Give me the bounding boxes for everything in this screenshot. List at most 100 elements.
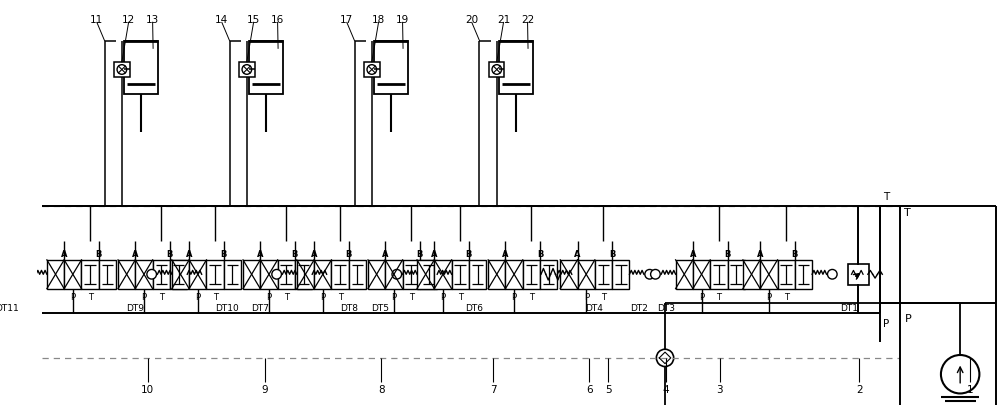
- Bar: [693, 260, 710, 289]
- Circle shape: [573, 270, 582, 279]
- Bar: [124, 42, 158, 94]
- Bar: [417, 260, 434, 289]
- Text: 18: 18: [372, 14, 385, 24]
- Text: A: A: [502, 249, 509, 258]
- Circle shape: [453, 270, 462, 279]
- Text: 5: 5: [605, 384, 612, 394]
- Circle shape: [392, 270, 402, 279]
- Bar: [239, 63, 255, 78]
- Text: 15: 15: [247, 14, 260, 24]
- Bar: [560, 260, 578, 289]
- Text: DT9: DT9: [126, 304, 144, 313]
- Text: T: T: [284, 292, 289, 301]
- Bar: [314, 260, 331, 289]
- Text: P: P: [320, 292, 325, 301]
- Text: 22: 22: [521, 14, 534, 24]
- Bar: [243, 260, 260, 289]
- Circle shape: [367, 66, 377, 75]
- Text: 14: 14: [215, 14, 228, 24]
- Circle shape: [827, 270, 837, 279]
- Bar: [743, 260, 760, 289]
- Text: DT6: DT6: [465, 304, 483, 313]
- Text: B: B: [292, 249, 298, 258]
- Bar: [795, 260, 812, 289]
- Bar: [364, 63, 380, 78]
- Text: A: A: [757, 249, 763, 258]
- Text: A: A: [257, 249, 264, 258]
- Bar: [452, 260, 469, 289]
- Bar: [676, 260, 693, 289]
- Circle shape: [147, 270, 156, 279]
- Bar: [434, 260, 452, 289]
- Bar: [778, 260, 795, 289]
- Text: 11: 11: [90, 14, 103, 24]
- Text: P: P: [266, 292, 272, 301]
- Text: T: T: [338, 292, 343, 301]
- Bar: [374, 42, 408, 94]
- Text: T: T: [458, 292, 463, 301]
- Bar: [469, 260, 486, 289]
- Bar: [64, 260, 81, 289]
- Text: B: B: [417, 249, 423, 258]
- Text: DT5: DT5: [371, 304, 389, 313]
- Text: T: T: [883, 192, 890, 202]
- Circle shape: [651, 270, 660, 279]
- Bar: [578, 260, 595, 289]
- Bar: [849, 265, 868, 284]
- Bar: [206, 260, 224, 289]
- Bar: [260, 260, 278, 289]
- Text: B: B: [346, 249, 352, 258]
- Text: B: B: [466, 249, 472, 258]
- Text: A: A: [311, 249, 317, 258]
- Text: DT4: DT4: [585, 304, 603, 313]
- Text: T: T: [904, 207, 911, 217]
- Text: DT2: DT2: [630, 304, 648, 313]
- Text: A: A: [382, 249, 389, 258]
- Text: DT1: DT1: [840, 304, 858, 313]
- Text: T: T: [601, 292, 606, 301]
- Text: 4: 4: [663, 384, 669, 394]
- Bar: [760, 260, 778, 289]
- Circle shape: [941, 355, 979, 394]
- Text: 3: 3: [717, 384, 723, 394]
- Circle shape: [328, 270, 337, 279]
- Text: 1: 1: [966, 384, 973, 394]
- Text: T: T: [716, 292, 721, 301]
- Text: 6: 6: [586, 384, 592, 394]
- Bar: [278, 260, 295, 289]
- Bar: [368, 260, 385, 289]
- Bar: [295, 260, 312, 289]
- Circle shape: [656, 349, 674, 367]
- Bar: [172, 260, 189, 289]
- Text: 9: 9: [262, 384, 268, 394]
- Text: A: A: [574, 249, 581, 258]
- Text: P: P: [440, 292, 446, 301]
- Bar: [420, 260, 437, 289]
- Text: 8: 8: [378, 384, 385, 394]
- Text: A: A: [431, 249, 438, 258]
- Bar: [114, 63, 130, 78]
- Text: 7: 7: [490, 384, 496, 394]
- Circle shape: [203, 270, 212, 279]
- Bar: [595, 260, 612, 289]
- Text: 10: 10: [141, 384, 154, 394]
- Bar: [488, 260, 505, 289]
- Text: DT8: DT8: [340, 304, 358, 313]
- Text: T: T: [159, 292, 164, 301]
- Text: 2: 2: [856, 384, 863, 394]
- Text: 16: 16: [271, 14, 284, 24]
- Bar: [249, 42, 283, 94]
- Text: P: P: [512, 292, 517, 301]
- Bar: [523, 260, 540, 289]
- Text: A: A: [132, 249, 139, 258]
- Text: B: B: [221, 249, 227, 258]
- Text: T: T: [784, 292, 789, 301]
- Bar: [135, 260, 153, 289]
- Text: P: P: [584, 292, 589, 301]
- Bar: [848, 264, 869, 285]
- Bar: [170, 260, 187, 289]
- Bar: [499, 42, 533, 94]
- Text: P: P: [904, 314, 911, 324]
- Bar: [403, 260, 420, 289]
- Text: 13: 13: [146, 14, 159, 24]
